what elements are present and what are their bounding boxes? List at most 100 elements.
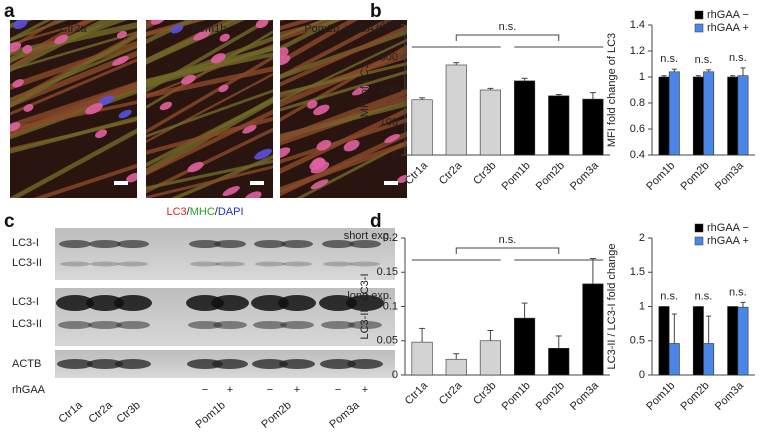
legend-label: rhGAA − (707, 222, 749, 234)
error-bar (555, 94, 562, 96)
fiber (10, 20, 95, 70)
nucleus (112, 55, 129, 66)
band (117, 240, 149, 248)
band (215, 261, 245, 267)
band (278, 295, 316, 311)
micrograph: Pom1b (146, 20, 273, 198)
error-bar (419, 97, 426, 100)
fiber (10, 128, 137, 198)
nucleus (10, 42, 22, 53)
x-tick-label: Pom3a (568, 379, 602, 413)
y-tick-label: 0.1 (383, 300, 398, 312)
fiber (146, 116, 273, 155)
band (190, 261, 220, 267)
panel-label: c (4, 211, 15, 232)
band (115, 359, 151, 369)
fiber (280, 20, 344, 42)
fiber (146, 45, 273, 84)
fiber (280, 89, 407, 143)
fiber (146, 159, 273, 190)
error-bar (555, 335, 562, 349)
y-axis-label: MFI fold change of LC3 (606, 33, 618, 147)
band (60, 261, 90, 267)
bar (514, 317, 536, 376)
legend-label: rhGAA + (707, 22, 749, 34)
band (211, 295, 249, 311)
legend-swatch (694, 10, 704, 20)
y-tick-label: 400 (380, 19, 398, 31)
nucleus (159, 101, 172, 111)
error-bar (453, 62, 460, 65)
fiber (146, 72, 273, 144)
panel-label: d (370, 211, 382, 232)
fiber (33, 163, 137, 198)
fiber (270, 0, 420, 21)
nucleus (10, 122, 21, 132)
nucleus (98, 95, 115, 106)
x-tick-label: Pom2b (679, 160, 712, 193)
band (255, 261, 285, 267)
x-tick-label: Pom2b (679, 380, 712, 413)
nucleus (118, 109, 132, 119)
fiber (10, 82, 137, 137)
band (88, 321, 122, 329)
band (280, 321, 314, 329)
nucleus (313, 104, 330, 116)
y-tick-label: 0 (392, 369, 398, 381)
group-annotation: n.s. (695, 290, 713, 302)
panel-label: a (4, 1, 15, 22)
fibers (146, 20, 273, 198)
image-title: Pom1b (192, 23, 227, 35)
x-tick-label: Ctr1a (403, 379, 431, 407)
fiber (10, 20, 52, 42)
nucleus (170, 24, 184, 34)
error-bar (521, 302, 528, 319)
band (253, 321, 287, 329)
band (86, 295, 124, 311)
error-bar (453, 353, 460, 360)
bar (692, 306, 704, 376)
y-axis-label: LC3-II / LC3-I fold change (606, 244, 618, 370)
y-tick-label: 0.15 (377, 266, 398, 278)
band (188, 321, 222, 329)
bar (582, 283, 604, 376)
sign: − (335, 384, 341, 396)
sign: − (202, 384, 208, 396)
image-title: Pom1b +rhGAA (304, 23, 382, 35)
nucleus (384, 133, 400, 144)
fiber (10, 20, 128, 63)
bar (479, 89, 501, 156)
band (347, 359, 383, 369)
bar (514, 80, 536, 156)
sep: / (187, 206, 191, 218)
bar (658, 76, 670, 156)
fibers (10, 20, 137, 198)
nucleus (218, 84, 229, 93)
nucleus (126, 173, 137, 183)
band (254, 240, 286, 248)
fiber (10, 33, 137, 108)
y-tick-label: 1.5 (630, 266, 645, 278)
bar (658, 306, 670, 376)
x-tick-label: Pom2b (534, 380, 567, 413)
annotation: n.s. (499, 234, 517, 246)
nucleus (309, 158, 326, 170)
y-tick-label: 0.2 (383, 232, 398, 244)
lane-label: Pom1b (193, 399, 227, 431)
bracket (455, 247, 560, 254)
band (213, 321, 247, 329)
band (57, 359, 93, 369)
nucleus (310, 179, 329, 190)
x-tick-label: Ctr3b (471, 380, 499, 408)
x-tick-label: Ctr2a (437, 379, 465, 407)
error-bar (740, 67, 746, 76)
legend-label: rhGAA − (707, 9, 749, 21)
band (323, 261, 353, 267)
bar (411, 341, 433, 376)
error-bar (661, 75, 667, 77)
y-tick-label: 0.4 (630, 149, 645, 161)
band (251, 295, 289, 311)
error-bar (740, 301, 746, 308)
group-annotation: n.s. (695, 54, 713, 66)
nucleus (95, 129, 108, 139)
